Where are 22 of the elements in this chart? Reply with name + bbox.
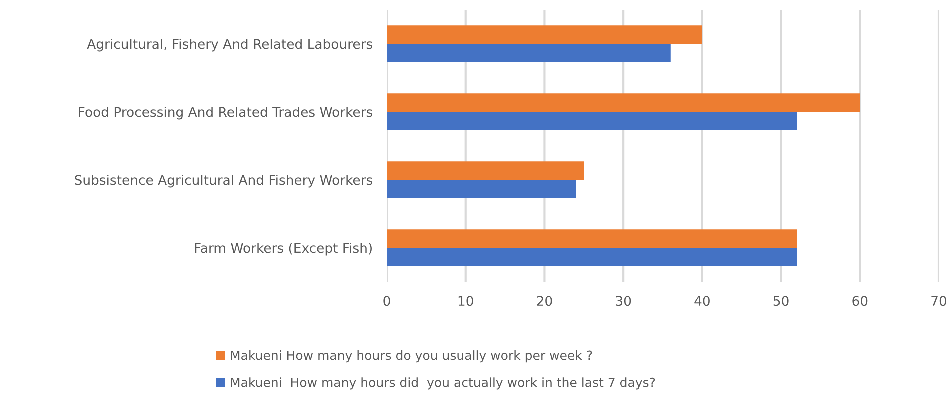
bar — [387, 26, 702, 44]
x-tick-label: 50 — [774, 296, 789, 306]
bar — [387, 162, 584, 180]
x-tick-label: 30 — [616, 296, 632, 306]
legend-label: Makueni How many hours do you usually work per week ? — [231, 350, 592, 363]
x-tick-label: 40 — [694, 296, 710, 306]
x-tick-label: 10 — [458, 296, 474, 306]
x-tick-label: 60 — [852, 296, 868, 306]
y-tick-label: Food Processing And Related Trades Workers — [79, 106, 372, 120]
bar — [387, 248, 798, 266]
bar — [387, 94, 860, 112]
y-tick-label: Subsistence Agricultural And Fishery Workers — [75, 174, 372, 188]
x-tick-label: 20 — [537, 296, 552, 306]
y-tick-label: Farm Workers (Except Fish) — [195, 242, 372, 256]
y-tick-label: Agricultural, Fishery And Related Labourers — [87, 38, 372, 52]
bar — [387, 230, 798, 248]
x-tick-label: 0 — [384, 296, 390, 306]
bar — [387, 112, 798, 130]
legend-label: Makueni How many hours did you actually work in the last 7 days? — [231, 378, 656, 390]
bar — [387, 44, 671, 62]
bar — [387, 180, 576, 198]
x-tick-label: 70 — [932, 296, 947, 306]
